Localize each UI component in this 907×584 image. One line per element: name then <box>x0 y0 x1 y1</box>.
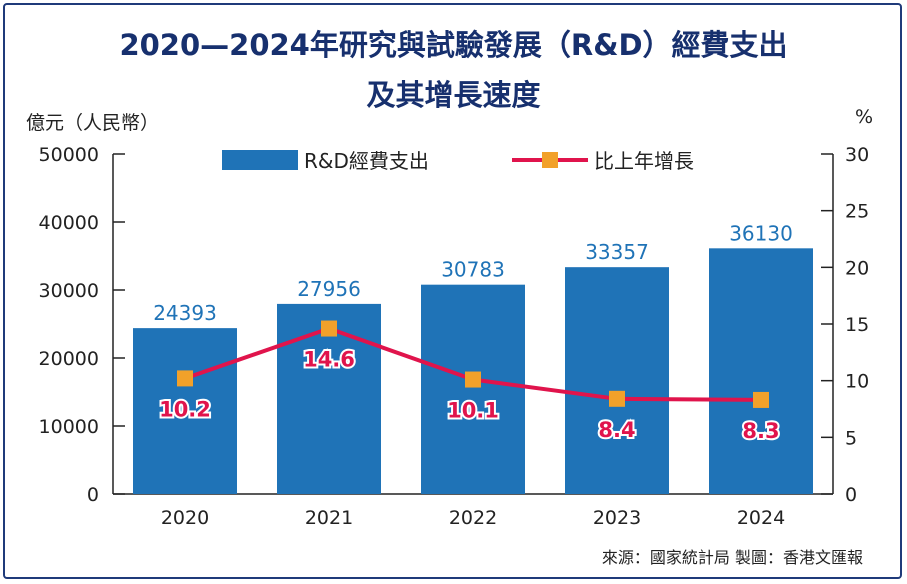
bar <box>565 267 669 494</box>
legend-line-marker <box>542 152 558 168</box>
legend-bar-swatch <box>222 150 298 170</box>
bar-value-label: 36130 <box>729 221 793 245</box>
right-tick-label: 15 <box>845 314 869 336</box>
right-tick-label: 30 <box>845 144 869 166</box>
bar-value-label: 33357 <box>585 240 649 264</box>
growth-value-label: 8.4 <box>598 418 635 442</box>
chart-title-line1: 2020—2024年研究與試驗發展（R&D）經費支出 <box>119 28 788 62</box>
source-note: 來源：國家統計局 製圖：香港文匯報 <box>601 548 863 567</box>
bar-value-label: 24393 <box>153 301 217 325</box>
left-tick-label: 20000 <box>39 348 99 370</box>
legend-line-label: 比上年增長 <box>594 149 694 173</box>
growth-marker <box>177 370 193 387</box>
growth-value-label: 10.1 <box>447 399 499 423</box>
right-tick-label: 5 <box>845 427 857 449</box>
right-axis-unit: % <box>855 106 874 128</box>
growth-marker <box>753 391 769 408</box>
left-tick-label: 0 <box>87 484 99 506</box>
x-tick-label: 2020 <box>161 507 209 529</box>
growth-value-label: 8.3 <box>742 419 779 443</box>
x-tick-label: 2023 <box>593 507 641 529</box>
x-tick-label: 2024 <box>737 507 785 529</box>
x-tick-label: 2022 <box>449 507 497 529</box>
growth-value-label: 10.2 <box>159 397 211 421</box>
chart-title-line2: 及其增長速度 <box>366 78 541 112</box>
right-tick-label: 20 <box>845 257 869 279</box>
growth-marker <box>609 390 625 407</box>
chart-frame <box>3 3 902 579</box>
growth-marker <box>321 320 337 337</box>
legend-bar-label: R&D經費支出 <box>304 149 429 173</box>
bar <box>421 284 525 494</box>
right-tick-label: 0 <box>845 484 857 506</box>
growth-marker <box>465 371 481 388</box>
bar <box>709 248 813 494</box>
left-tick-label: 40000 <box>39 212 99 234</box>
left-tick-label: 50000 <box>39 144 99 166</box>
bar-value-label: 30783 <box>441 258 505 282</box>
bar <box>133 328 237 494</box>
bar-value-label: 27956 <box>297 277 361 301</box>
left-axis-unit: 億元（人民幣） <box>26 112 160 134</box>
growth-value-label: 14.6 <box>303 348 355 372</box>
right-tick-label: 10 <box>845 371 869 393</box>
right-tick-label: 25 <box>845 201 869 223</box>
x-tick-label: 2021 <box>305 507 353 529</box>
left-tick-label: 30000 <box>39 280 99 302</box>
left-tick-label: 10000 <box>39 416 99 438</box>
